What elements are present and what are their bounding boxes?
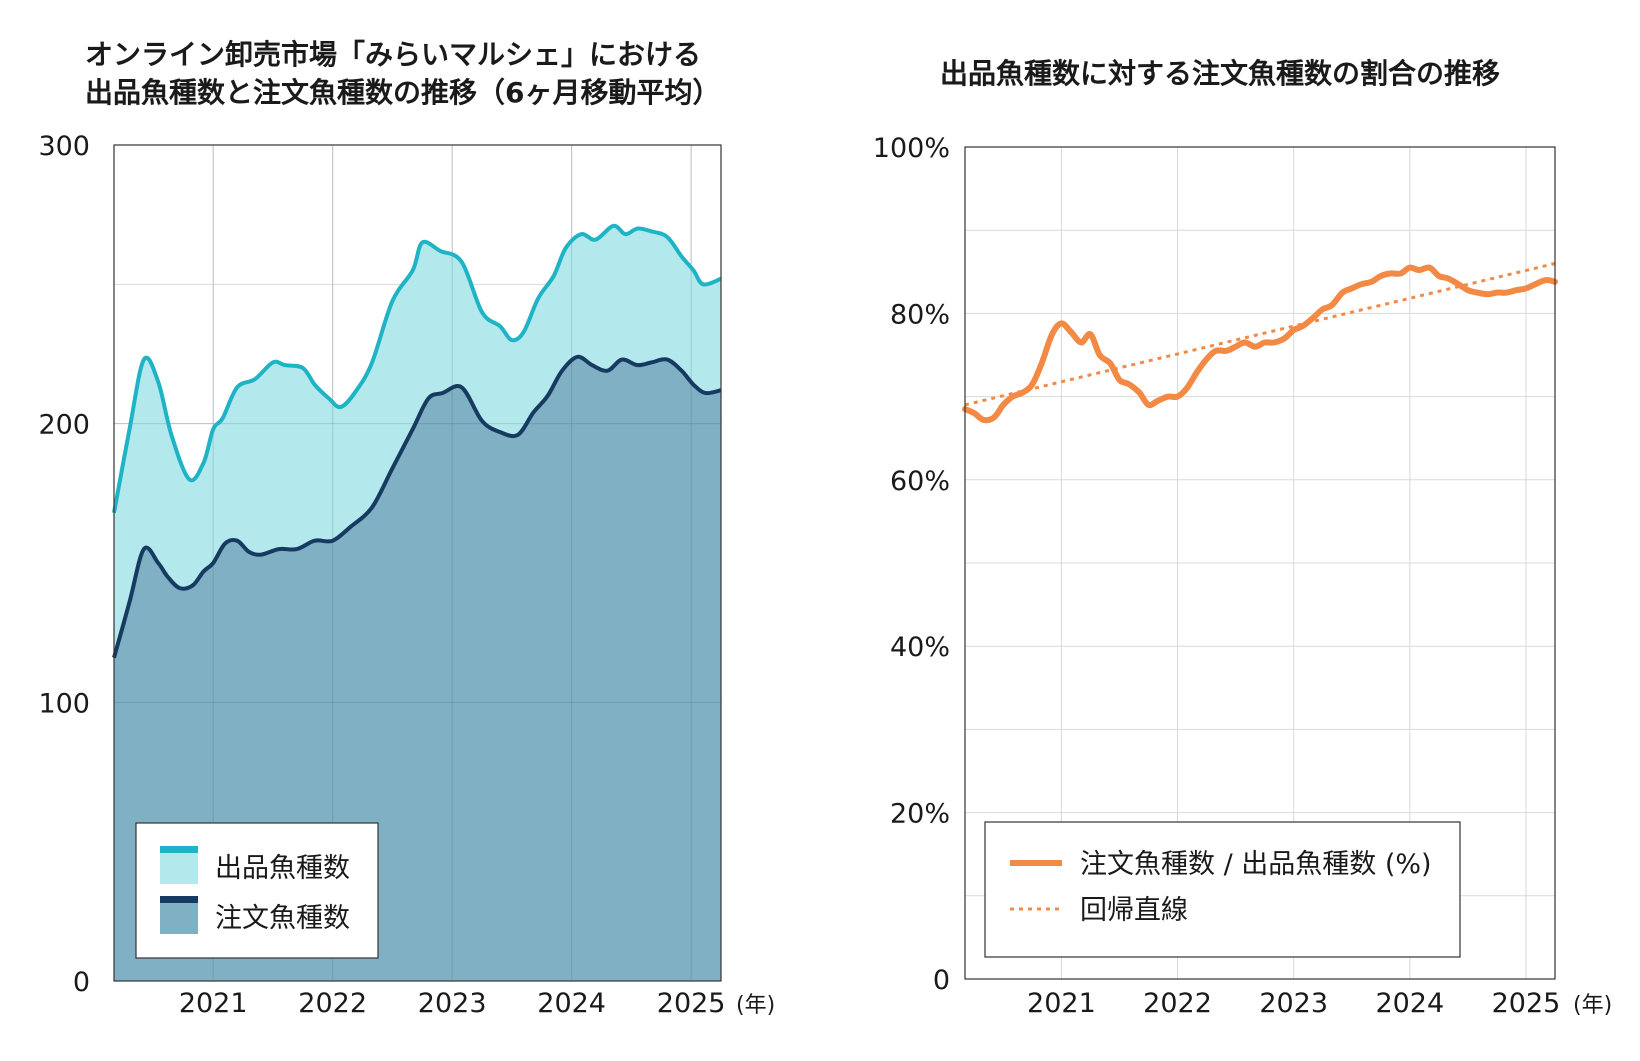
legend-listed-swatch <box>160 848 198 884</box>
left-chart-x-unit: (年) <box>736 993 775 1018</box>
left-y-tick-label: 0 <box>73 967 90 998</box>
left-y-tick-label: 300 <box>38 131 90 162</box>
ratio-line <box>962 264 1558 424</box>
left-chart-y-ticks: 0 100 200 300 <box>38 131 90 998</box>
legend-regression-label: 回帰直線 <box>1080 895 1188 926</box>
right-y-tick-label: 40% <box>890 632 950 663</box>
left-x-tick-label: 2021 <box>179 988 248 1019</box>
left-chart-legend: 出品魚種数 注文魚種数 <box>135 822 379 959</box>
left-chart-title-line-1: オンライン卸売市場「みらいマルシェ」における <box>85 38 701 71</box>
legend-ratio-label: 注文魚種数 / 出品魚種数 (%) <box>1080 849 1432 880</box>
right-chart: 出品魚種数に対する注文魚種数の割合の推移 2021 2022 2023 2024 202… <box>873 57 1612 1019</box>
legend-listed-label: 出品魚種数 <box>215 853 350 884</box>
right-x-tick-label: 2024 <box>1375 988 1444 1019</box>
regression-line <box>964 262 1556 407</box>
left-y-tick-label: 200 <box>38 410 90 441</box>
left-x-tick-label: 2024 <box>537 988 606 1019</box>
right-chart-frame <box>964 146 1556 980</box>
legend-ordered-label: 注文魚種数 <box>215 903 350 934</box>
legend-ordered-swatch <box>160 898 198 934</box>
left-chart-x-ticks: 2021 2022 2023 2024 2025 <box>179 988 726 1019</box>
right-chart-legend: 注文魚種数 / 出品魚種数 (%) 回帰直線 <box>984 821 1461 958</box>
listed-species-line <box>112 223 722 514</box>
right-chart-x-unit: (年) <box>1573 993 1612 1018</box>
right-chart-title: 出品魚種数に対する注文魚種数の割合の推移 <box>940 57 1500 90</box>
right-y-tick-label: 80% <box>890 299 950 330</box>
left-chart: オンライン卸売市場「みらいマルシェ」における 出品魚種数と注文魚種数の推移（6ヶ… <box>38 38 775 1019</box>
legend-listed-line-swatch <box>160 846 198 853</box>
left-y-tick-label: 100 <box>38 688 90 719</box>
left-chart-frame <box>113 144 722 982</box>
right-chart-x-ticks: 2021 2022 2023 2024 2025 <box>1027 988 1560 1019</box>
right-chart-y-ticks: 0 20% 40% 60% 80% 100% <box>873 133 950 996</box>
left-x-tick-label: 2022 <box>298 988 367 1019</box>
right-x-tick-label: 2022 <box>1143 988 1212 1019</box>
left-chart-title-line-2: 出品魚種数と注文魚種数の推移（6ヶ月移動平均） <box>85 76 721 109</box>
right-y-tick-label: 100% <box>873 133 950 164</box>
right-y-tick-label: 20% <box>890 799 950 830</box>
right-y-tick-label: 60% <box>890 466 950 497</box>
right-x-tick-label: 2021 <box>1027 988 1096 1019</box>
right-y-tick-label: 0 <box>933 965 950 996</box>
legend-ordered-line-swatch <box>160 896 198 903</box>
ordered-species-line <box>112 354 722 659</box>
right-x-tick-label: 2025 <box>1492 988 1561 1019</box>
right-x-tick-label: 2023 <box>1259 988 1328 1019</box>
left-x-tick-label: 2025 <box>657 988 726 1019</box>
right-legend-box <box>984 821 1461 958</box>
left-x-tick-label: 2023 <box>418 988 487 1019</box>
left-legend-box <box>135 822 379 959</box>
